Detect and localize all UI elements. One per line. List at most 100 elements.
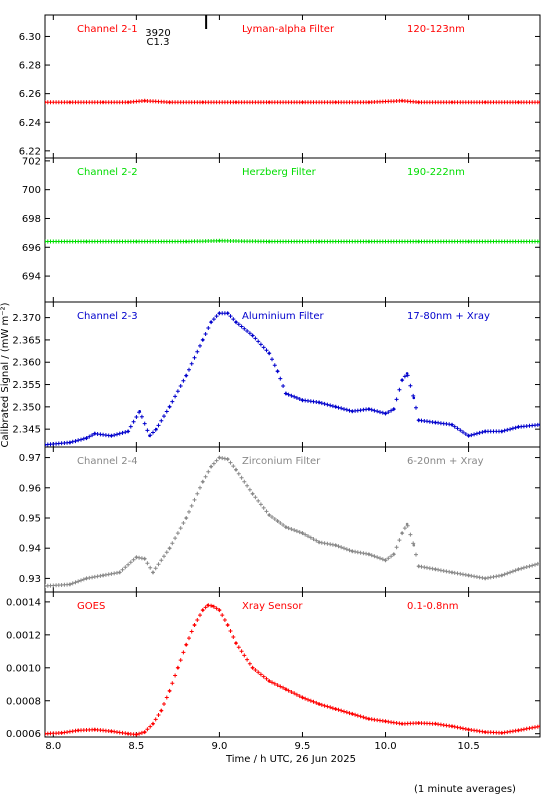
data-point bbox=[517, 568, 520, 571]
data-point bbox=[234, 320, 238, 324]
data-point bbox=[135, 240, 138, 243]
data-point bbox=[110, 729, 113, 733]
series-points bbox=[45, 98, 540, 105]
series-points bbox=[45, 455, 540, 588]
data-point bbox=[218, 239, 221, 243]
data-point bbox=[85, 436, 88, 440]
data-point bbox=[160, 709, 163, 712]
data-point bbox=[384, 720, 387, 723]
channel-label: Channel 2-3 bbox=[77, 311, 138, 322]
band-label: 120-123nm bbox=[407, 24, 465, 35]
data-point bbox=[168, 100, 171, 104]
data-point bbox=[417, 721, 421, 725]
data-point bbox=[211, 604, 215, 608]
band-label: 17-80nm + Xray bbox=[407, 311, 490, 322]
y-tick-label: 2.365 bbox=[12, 335, 41, 346]
data-point bbox=[206, 603, 210, 607]
x-tick-label: 10.0 bbox=[374, 741, 396, 752]
data-point bbox=[367, 552, 371, 556]
data-point bbox=[184, 516, 188, 520]
x-tick-label: 9.0 bbox=[211, 741, 227, 752]
data-point bbox=[155, 427, 158, 431]
panel-2: 694 696 698 700 702 Channel 2-2 Herzberg Filte… bbox=[22, 156, 541, 303]
y-tick-label: 0.0008 bbox=[6, 696, 41, 707]
data-point bbox=[176, 666, 180, 670]
data-point bbox=[168, 546, 171, 550]
series-markers bbox=[45, 455, 540, 588]
data-point bbox=[209, 465, 213, 468]
data-point bbox=[135, 733, 138, 736]
data-point bbox=[168, 689, 171, 693]
data-point bbox=[538, 240, 540, 243]
data-point bbox=[184, 643, 188, 646]
data-point bbox=[201, 608, 205, 612]
data-point bbox=[226, 311, 229, 315]
series-points bbox=[45, 311, 540, 447]
y-tick-label: 0.0012 bbox=[6, 630, 41, 641]
flare-annotation: C1.3 bbox=[147, 37, 170, 48]
band-label: 190-222nm bbox=[407, 167, 465, 178]
data-point bbox=[201, 480, 205, 484]
panel-frame bbox=[44, 446, 541, 593]
data-point bbox=[412, 543, 416, 547]
data-point bbox=[138, 410, 141, 413]
data-point bbox=[417, 418, 421, 422]
y-tick-label: 698 bbox=[22, 214, 41, 225]
y-tick-label: 6.26 bbox=[19, 89, 41, 100]
series-markers bbox=[45, 603, 540, 737]
data-point bbox=[301, 398, 304, 402]
data-point bbox=[45, 240, 47, 243]
filter-label: Aluminium Filter bbox=[242, 311, 325, 322]
data-point bbox=[483, 100, 487, 104]
data-point bbox=[218, 456, 221, 459]
data-point bbox=[351, 712, 354, 716]
y-tick-label: 0.93 bbox=[19, 574, 41, 585]
data-point bbox=[538, 562, 540, 565]
data-point bbox=[500, 430, 504, 433]
data-point bbox=[367, 717, 371, 721]
flare-annotation: 3920 bbox=[145, 28, 170, 39]
data-point bbox=[400, 378, 404, 382]
series-markers bbox=[45, 311, 540, 447]
panel-5: 0.0006 0.0008 0.0010 0.0012 0.0014 GOES Xray S… bbox=[6, 591, 541, 740]
channel-label: Channel 2-4 bbox=[77, 456, 138, 467]
data-point bbox=[301, 100, 304, 104]
panel-frame bbox=[44, 301, 541, 448]
data-point bbox=[184, 374, 188, 377]
y-tick-label: 696 bbox=[22, 243, 41, 254]
data-point bbox=[351, 549, 354, 553]
channel-label: Channel 2-1 bbox=[77, 24, 138, 35]
data-point bbox=[334, 707, 338, 711]
data-point bbox=[284, 392, 288, 395]
data-point bbox=[93, 728, 97, 731]
y-tick-label: 702 bbox=[22, 156, 41, 167]
data-point bbox=[467, 574, 470, 577]
data-point bbox=[317, 702, 321, 706]
data-point bbox=[334, 405, 338, 409]
data-point bbox=[517, 729, 520, 732]
data-point bbox=[317, 540, 321, 544]
y-tick-label: 0.0006 bbox=[6, 729, 41, 740]
data-point bbox=[68, 100, 72, 104]
filter-label: Zirconium Filter bbox=[242, 456, 321, 467]
data-point bbox=[267, 100, 271, 104]
data-point bbox=[467, 728, 470, 731]
filter-label: Lyman-alpha Filter bbox=[242, 24, 335, 35]
data-point bbox=[209, 320, 213, 324]
data-point bbox=[68, 583, 72, 586]
data-point bbox=[143, 557, 146, 561]
y-tick-label: 0.0010 bbox=[6, 663, 41, 674]
y-tick-label: 2.350 bbox=[12, 402, 41, 413]
data-point bbox=[405, 372, 409, 375]
y-tick-label: 694 bbox=[22, 272, 41, 283]
data-point bbox=[218, 608, 221, 612]
y-tick-label: 0.95 bbox=[19, 513, 41, 524]
data-point bbox=[384, 412, 387, 415]
data-point bbox=[450, 100, 454, 104]
data-point bbox=[412, 396, 416, 400]
data-point bbox=[450, 725, 454, 728]
data-point bbox=[467, 240, 470, 243]
chart-panels: 6.22 6.24 6.26 6.28 6.30 Channel 2-1 Lyman-alp… bbox=[6, 14, 541, 740]
y-tick-label: 2.370 bbox=[12, 313, 41, 324]
